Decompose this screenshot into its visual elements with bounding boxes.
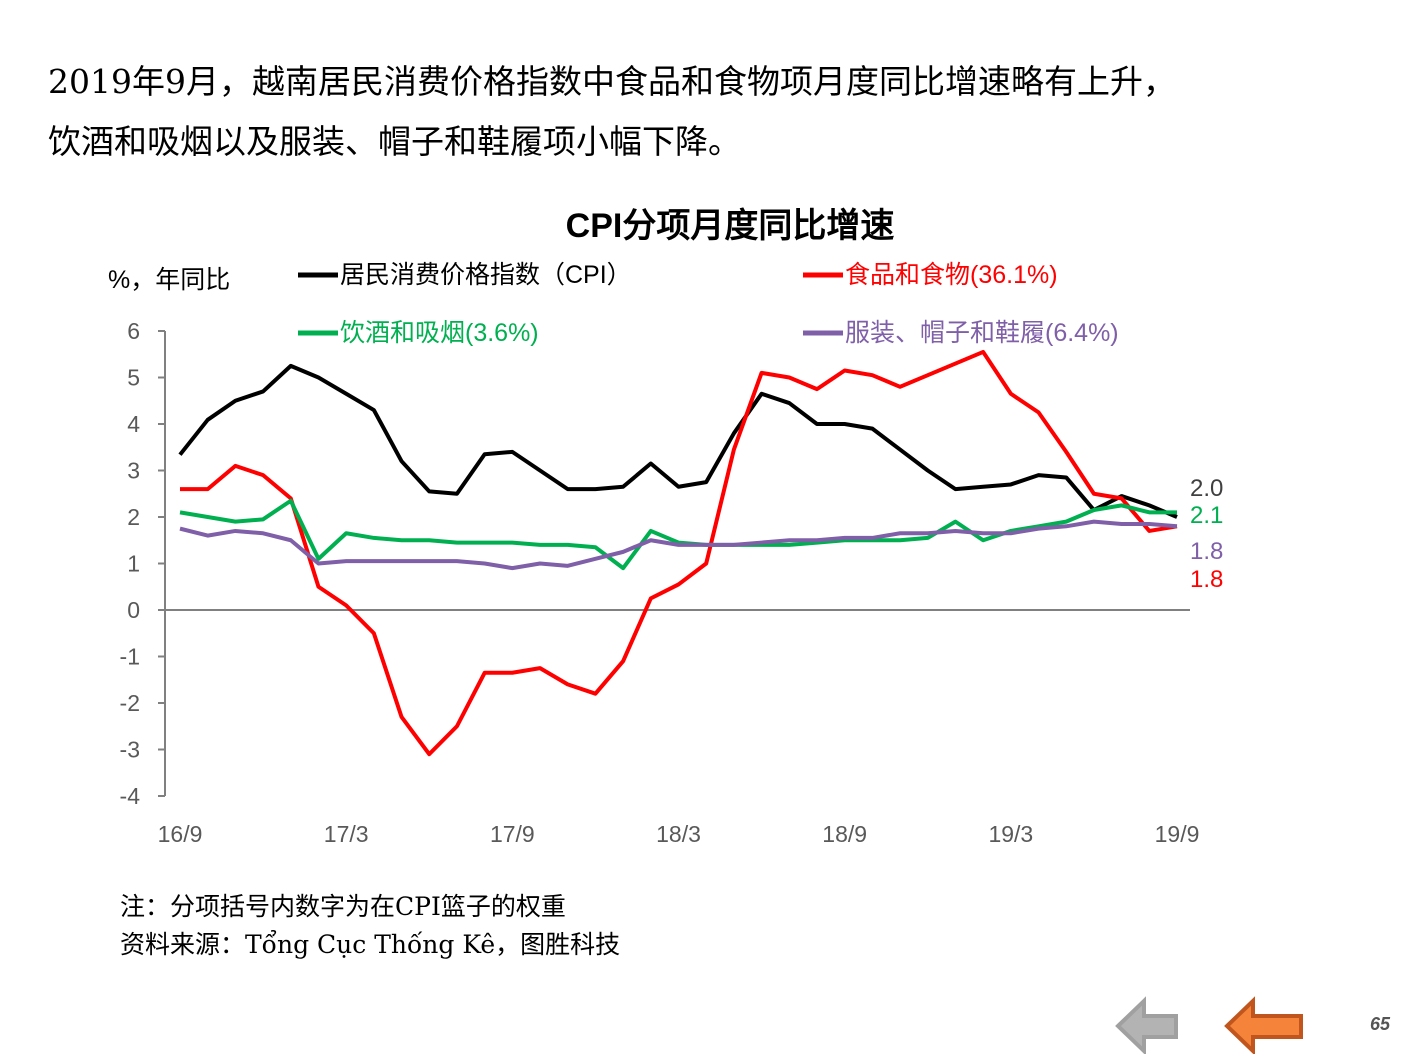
y-tick-label: 6	[127, 318, 140, 344]
x-tick-label: 17/9	[490, 821, 535, 847]
y-tick-label: -3	[120, 737, 140, 763]
back-button[interactable]	[1223, 996, 1307, 1054]
series-line	[179, 498, 1177, 571]
footnote: 注：分项括号内数字为在CPI篮子的权重 资料来源：Tổng Cục Thống …	[120, 888, 620, 964]
x-tick-label: 16/9	[158, 821, 203, 847]
end-value-label: 2.0	[1190, 475, 1223, 502]
legend-entry: 食品和食物(36.1%)	[845, 261, 1058, 289]
series-lines	[178, 349, 1178, 757]
y-tick-label: -1	[120, 644, 140, 670]
chart-title: CPI分项月度同比增速	[566, 207, 895, 245]
y-tick-label: 3	[127, 458, 140, 484]
axes: 6 5 4 3 2 1 0 -1 -2 -3 -4 16/9 17/3 17/9 18/3 18/9 19/3 1…	[120, 318, 1200, 847]
series-line	[180, 349, 1178, 757]
end-labels: 2.02.1 1.81.8	[1190, 475, 1223, 593]
headline-line-2: 饮酒和吸烟以及服装、帽子和鞋履项小幅下降。	[48, 122, 741, 161]
legend-entry: 居民消费价格指数（CPI）	[340, 261, 632, 289]
y-tick-label: 0	[127, 597, 140, 623]
y-tick-label: -2	[120, 690, 140, 716]
y-tick-label: 4	[127, 411, 140, 437]
end-value-label: 2.1	[1190, 502, 1223, 529]
prev-slide-button[interactable]	[1114, 996, 1182, 1054]
arrow-left-icon	[1115, 996, 1178, 1054]
x-tick-label: 18/3	[656, 821, 701, 847]
legend-entry: 饮酒和吸烟(3.6%)	[340, 319, 539, 347]
y-tick-label: 5	[127, 365, 140, 391]
note-text: 注：分项括号内数字为在CPI篮子的权重	[120, 892, 566, 921]
y-tick-label: 2	[127, 504, 140, 530]
x-tick-label: 18/9	[822, 821, 867, 847]
arrow-left-icon	[1224, 996, 1303, 1054]
legend: 居民消费价格指数（CPI） 食品和食物(36.1%) 饮酒和吸烟(3.6%) 服装、帽…	[298, 261, 1119, 347]
headline-line-1: 2019年9月，越南居民消费价格指数中食品和食物项月度同比增速略有上升，	[48, 62, 1176, 101]
y-tick-label: 1	[127, 551, 140, 577]
end-value-label: 1.8	[1190, 538, 1223, 565]
end-value-label: 1.8	[1190, 566, 1223, 593]
y-axis-label: %，年同比	[108, 266, 230, 294]
source-text: 资料来源：Tổng Cục Thống Kê，图胜科技	[120, 930, 621, 959]
x-tick-label: 17/3	[324, 821, 369, 847]
page-number: 65	[1370, 1014, 1391, 1034]
series-line	[179, 519, 1178, 571]
legend-entry: 服装、帽子和鞋履(6.4%)	[845, 319, 1119, 347]
y-tick-label: -4	[120, 783, 141, 809]
series-line	[178, 363, 1178, 519]
headline: 2019年9月，越南居民消费价格指数中食品和食物项月度同比增速略有上升， 饮酒和…	[48, 52, 1388, 172]
x-tick-label: 19/3	[988, 821, 1033, 847]
x-tick-label: 19/9	[1155, 821, 1200, 847]
